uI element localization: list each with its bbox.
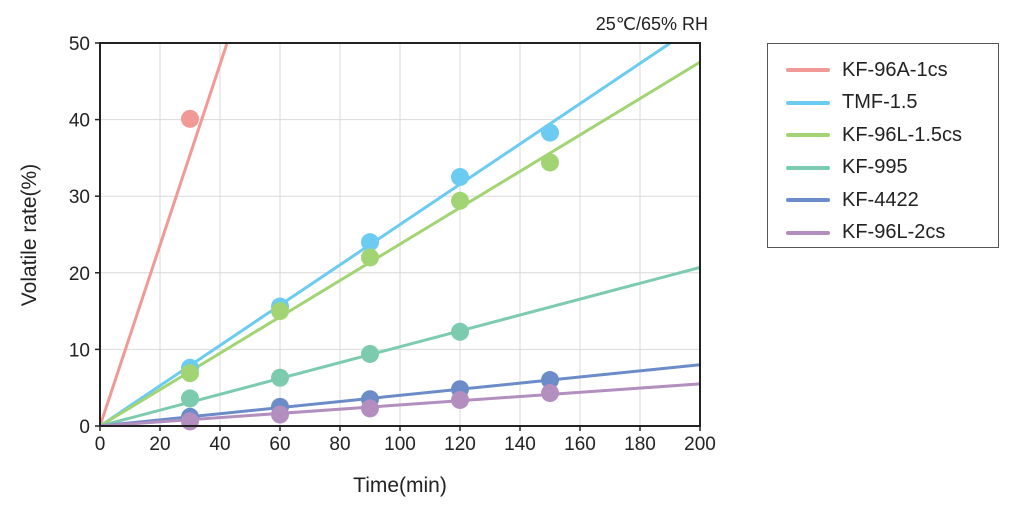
- legend: KF-96A-1cs TMF-1.5 KF-96L-1.5cs KF-995 KF-44…: [767, 43, 999, 248]
- x-tick-label: 120: [444, 434, 476, 455]
- y-tick-label: 30: [69, 187, 90, 208]
- x-tick-label: 200: [684, 434, 716, 455]
- series-line: [100, 382, 700, 426]
- data-point: [271, 302, 289, 321]
- data-point: [271, 405, 289, 424]
- data-points: [181, 109, 559, 431]
- legend-item: KF-96A-1cs: [786, 54, 998, 87]
- data-point: [451, 191, 469, 210]
- data-point: [271, 368, 289, 387]
- data-point: [541, 123, 559, 142]
- legend-label: KF-96L-1.5cs: [842, 123, 963, 146]
- x-tick-label: 60: [269, 434, 290, 455]
- data-point: [181, 109, 199, 128]
- legend-item: KF-995: [786, 152, 998, 185]
- data-point: [361, 248, 379, 267]
- data-point: [451, 390, 469, 409]
- x-tick-label: 0: [95, 434, 106, 455]
- y-tick-label: 20: [69, 264, 90, 285]
- y-tick-label: 40: [69, 111, 90, 132]
- data-point: [451, 322, 469, 341]
- legend-label: KF-96L-2cs: [842, 221, 946, 244]
- series-line: [100, 43, 229, 426]
- series-line: [100, 43, 674, 426]
- data-point: [181, 364, 199, 383]
- legend-item: KF-96L-2cs: [786, 217, 998, 250]
- data-point: [181, 412, 199, 431]
- series-line: [100, 265, 700, 426]
- data-point: [361, 344, 379, 363]
- x-tick-label: 160: [564, 434, 596, 455]
- y-tick-label: 50: [69, 34, 90, 55]
- y-tick-label: 0: [79, 417, 90, 438]
- y-axis-label: Volatile rate(%): [18, 164, 41, 306]
- data-point: [181, 389, 199, 408]
- x-tick-label: 100: [384, 434, 416, 455]
- y-tick-label: 10: [69, 340, 90, 361]
- legend-swatch: [786, 198, 830, 203]
- legend-swatch: [786, 230, 830, 235]
- grid: [100, 43, 700, 426]
- legend-swatch: [786, 133, 830, 138]
- legend-swatch: [786, 165, 830, 170]
- x-tick-label: 80: [329, 434, 350, 455]
- tick-labels: 0 20 40 60 80 100 120 140 160 180 200 0 10 20 30 40 50: [69, 34, 716, 455]
- data-point: [361, 399, 379, 418]
- legend-label: KF-995: [842, 156, 908, 179]
- legend-item: TMF-1.5: [786, 87, 998, 120]
- legend-item: KF-96L-1.5cs: [786, 119, 998, 152]
- legend-swatch: [786, 68, 830, 73]
- legend-label: KF-96A-1cs: [842, 58, 948, 81]
- series-line: [100, 60, 700, 426]
- x-tick-label: 140: [504, 434, 536, 455]
- legend-item: KF-4422: [786, 184, 998, 217]
- x-axis-label: Time(min): [353, 474, 447, 497]
- series-line: [100, 363, 700, 426]
- x-tick-label: 20: [149, 434, 170, 455]
- legend-label: TMF-1.5: [842, 91, 918, 114]
- legend-label: KF-4422: [842, 188, 919, 211]
- data-point: [451, 168, 469, 187]
- data-point: [361, 233, 379, 252]
- condition-annotation: 25℃/65% RH: [596, 14, 708, 34]
- data-point: [541, 371, 559, 390]
- series-lines: [100, 43, 700, 426]
- x-tick-label: 180: [624, 434, 656, 455]
- x-tick-label: 40: [209, 434, 230, 455]
- data-point: [541, 153, 559, 172]
- legend-swatch: [786, 100, 830, 105]
- data-point: [541, 384, 559, 403]
